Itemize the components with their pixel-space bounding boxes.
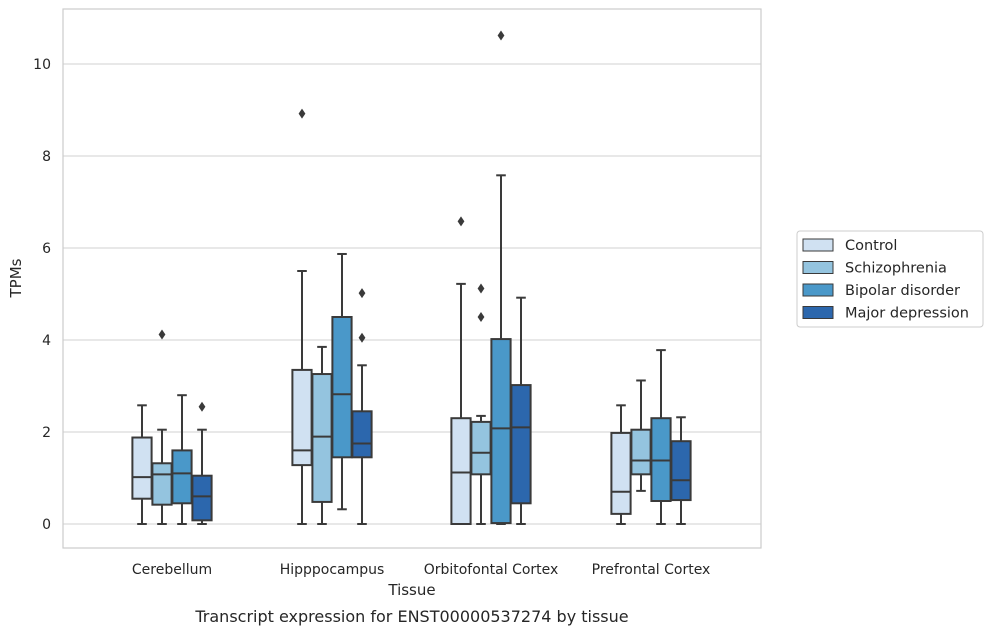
outlier-point [477,312,485,322]
outlier-point [298,108,306,119]
iqr-box [171,449,193,505]
iqr-box [311,373,333,503]
iqr-box [151,462,173,506]
x-tick-label: Hipppocampus [280,562,385,578]
box-schizophrenia-2 [470,283,492,525]
y-tick-label: 0 [42,517,51,533]
x-tick-label: Orbitofontal Cortex [424,562,559,578]
iqr-box [610,431,632,515]
iqr-box [630,428,652,476]
legend-frame [796,230,984,328]
outlier-point [477,283,485,294]
legend-entry-label: Major depression [845,306,969,322]
legend-swatch [802,283,834,297]
x-tick-label: Prefrontal Cortex [592,562,711,578]
y-tick-label: 10 [33,57,51,73]
x-tick-label: Cerebellum [132,562,212,578]
iqr-box [131,436,153,500]
box-major-depression-0 [191,401,213,525]
plot-area-frame [62,8,762,549]
outlier-point [198,401,206,412]
iqr-box [670,440,692,502]
legend-entry-label: Control [845,238,897,254]
box-control-0 [131,404,153,525]
y-axis-ticks: 0 2 4 6 8 10 [33,57,51,533]
iqr-box [351,410,373,459]
legend-swatch [802,306,834,319]
outlier-point [457,216,465,227]
iqr-box [490,338,512,525]
boxes [131,30,692,526]
outlier-point [158,329,166,340]
box-major-depression-3 [670,416,692,525]
outlier-point [358,288,366,299]
y-tick-label: 4 [42,333,51,349]
box-schizophrenia-1 [311,345,333,525]
gridlines [63,63,761,525]
box-major-depression-1 [351,288,373,525]
iqr-box [510,384,532,505]
legend: Control Schizophrenia Bipolar disorder Majo… [796,230,984,328]
iqr-box [470,420,492,476]
y-tick-label: 8 [42,149,51,165]
box-bipolar-disorder-3 [650,349,672,525]
box-control-3 [610,404,632,525]
outlier-point [497,30,505,41]
box-bipolar-disorder-0 [171,394,193,525]
outlier-point [358,332,366,343]
box-schizophrenia-3 [630,379,652,492]
y-tick-label: 6 [42,241,51,257]
box-bipolar-disorder-2 [490,30,512,525]
x-axis-ticks: Cerebellum Hipppocampus Orbitofontal Corte… [132,562,710,578]
box-control-2 [450,216,472,526]
legend-entry-label: Bipolar disorder [845,283,960,299]
x-axis-label: Tissue [387,581,435,599]
iqr-box [450,417,472,526]
y-axis-label: TPMs [7,258,25,298]
legend-items: Control Schizophrenia Bipolar disorder Majo… [802,238,969,322]
legend-swatch [802,238,834,252]
iqr-box [331,316,353,459]
box-schizophrenia-0 [151,329,173,525]
y-tick-label: 2 [42,425,51,441]
box-major-depression-2 [510,296,532,525]
iqr-box [191,474,213,522]
legend-entry-label: Schizophrenia [845,261,947,277]
legend-swatch [802,261,834,274]
box-bipolar-disorder-1 [331,252,353,511]
chart-caption: Transcript expression for ENST0000053727… [194,607,628,626]
box-control-1 [291,108,313,525]
